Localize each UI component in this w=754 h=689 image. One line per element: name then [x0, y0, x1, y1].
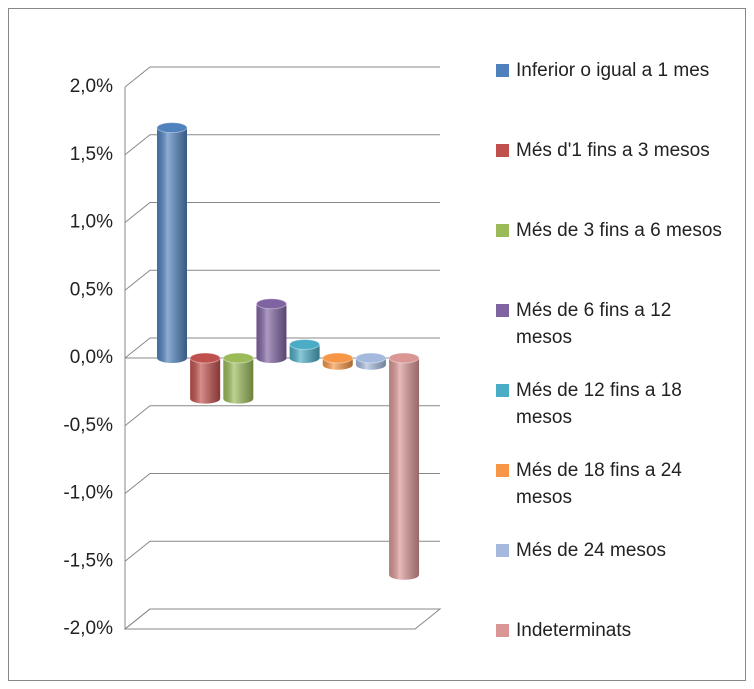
legend-swatch [496, 464, 509, 477]
bar-shade [389, 358, 420, 580]
y-tick-label: 1,0% [70, 212, 113, 233]
legend-label: Més de 12 fins a 18 mesos [516, 380, 682, 428]
y-tick-label: -0,5% [63, 415, 113, 436]
y-tick-label: -2,0% [63, 618, 113, 639]
floor [123, 608, 442, 630]
grid-line [124, 337, 440, 359]
grid-line [124, 134, 440, 156]
y-tick-label: 1,5% [70, 144, 113, 165]
bar-top [322, 352, 354, 364]
bar [289, 338, 321, 363]
bar [222, 352, 254, 404]
bar-shade [289, 344, 320, 363]
legend-item: Més de 6 fins a 12 mesos [496, 297, 726, 351]
border [8, 8, 746, 681]
legend-item: Indeterminats [496, 617, 726, 644]
bar [355, 352, 387, 370]
bar-top [156, 122, 188, 134]
bar [388, 352, 420, 580]
legend-swatch [496, 624, 509, 637]
grid-line [124, 540, 440, 562]
grid-line [124, 66, 440, 88]
legend-item: Més de 12 fins a 18 mesos [496, 377, 726, 431]
bar [156, 122, 188, 364]
legend-item: Més de 24 mesos [496, 537, 726, 564]
legend-item: Més de 3 fins a 6 mesos [496, 217, 726, 244]
legend-label: Més de 3 fins a 6 mesos [516, 220, 722, 241]
legend-swatch [496, 544, 509, 557]
legend-label: Més d'1 fins a 3 mesos [516, 140, 710, 161]
bar [255, 298, 287, 363]
grid-line [124, 608, 440, 630]
legend-swatch [496, 304, 509, 317]
bar-top [255, 298, 287, 310]
bar-top [388, 352, 420, 364]
grid-line [124, 202, 440, 223]
legend-item: Més de 18 fins a 24 mesos [496, 457, 726, 511]
legend-label: Inferior o igual a 1 mes [516, 60, 710, 81]
legend-swatch [496, 384, 509, 397]
legend-swatch [496, 144, 509, 157]
bar [189, 352, 221, 404]
grid-line [124, 269, 440, 291]
grid-line [124, 473, 440, 494]
legend-label: Més de 6 fins a 12 mesos [516, 300, 672, 348]
bar-top [355, 352, 387, 364]
legend-item: Inferior o igual a 1 mes [496, 57, 726, 84]
bar-top [189, 352, 221, 364]
y-tick-label: -1,0% [63, 483, 113, 504]
y-tick-label: 0,0% [70, 347, 113, 368]
legend-item: Més d'1 fins a 3 mesos [496, 137, 726, 164]
bar-top [289, 338, 321, 350]
y-tick-label: 0,5% [70, 279, 113, 300]
y-tick-label: -1,5% [63, 550, 113, 571]
legend-swatch [496, 64, 509, 77]
bar-shade [256, 303, 287, 363]
bar-shade [157, 127, 187, 364]
bar-top [222, 352, 254, 364]
bar [322, 352, 354, 370]
bar-shade [190, 358, 221, 404]
legend-label: Indeterminats [516, 620, 632, 641]
legend-label: Més de 24 mesos [516, 540, 666, 561]
legend-swatch [496, 224, 509, 237]
y-tick-label: 2,0% [70, 76, 113, 97]
grid-line [124, 405, 440, 427]
bar-shade [223, 358, 254, 404]
legend-label: Més de 18 fins a 24 mesos [516, 460, 682, 508]
